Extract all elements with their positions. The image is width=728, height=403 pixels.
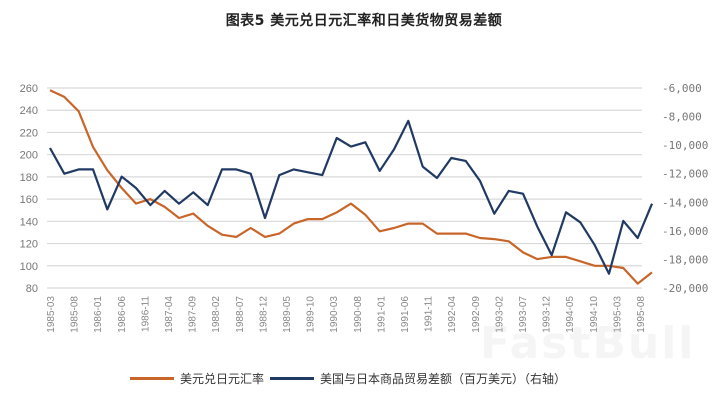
x-tick-label: 1985-08 [70, 296, 81, 333]
grid-lines [47, 87, 642, 289]
y-tick-label: 140 [20, 216, 38, 228]
left-y-axis: 260 240 220 200 180 160 140 120 100 80 [20, 83, 38, 295]
legend-label: 美元兑日元汇率 [180, 372, 265, 386]
y-tick-label: 260 [20, 83, 38, 95]
x-tick-label: 1985-03 [46, 296, 57, 333]
x-tick-label: 1989-10 [306, 296, 317, 333]
y-tick-label: 220 [20, 127, 38, 139]
x-tick-label: 1988-12 [258, 296, 269, 333]
y2-tick-label: -18,000 [662, 253, 708, 266]
y2-tick-label: -10,000 [662, 139, 708, 152]
y2-tick-label: -8,000 [662, 111, 702, 124]
x-tick-label: 1993-07 [518, 296, 529, 333]
x-tick-label: 1994-10 [589, 296, 600, 333]
y2-tick-label: -20,000 [662, 282, 708, 295]
y-tick-label: 80 [26, 283, 38, 295]
x-tick-label: 1992-04 [447, 296, 458, 333]
legend: 美元兑日元汇率 美国与日本商品贸易差额（百万美元）（右轴） [130, 370, 572, 387]
x-tick-label: 1994-05 [565, 296, 576, 333]
watermark: FastBull [480, 318, 696, 369]
y-tick-label: 180 [20, 172, 38, 184]
x-tick-label: 1989-05 [282, 296, 293, 333]
x-tick-label: 1991-01 [376, 296, 387, 333]
trade-balance-line [49, 119, 654, 275]
x-tick-label: 1987-04 [164, 296, 175, 333]
x-tick-label: 1986-06 [117, 296, 128, 333]
x-tick-label: 1995-08 [636, 296, 647, 333]
x-tick-label: 1993-12 [542, 296, 553, 333]
x-tick-label: 1993-02 [494, 296, 505, 333]
x-tick-label: 1990-08 [353, 296, 364, 333]
x-tick-label: 1986-01 [93, 296, 104, 333]
legend-item-trade-balance: 美国与日本商品贸易差额（百万美元）（右轴） [270, 370, 566, 387]
x-tick-label: 1988-07 [235, 296, 246, 333]
chart-title: 图表5 美元兑日元汇率和日美货物贸易差额 [225, 13, 503, 29]
y-tick-label: 200 [20, 150, 38, 162]
y-tick-label: 100 [20, 261, 38, 273]
exchange-rate-line [49, 89, 653, 285]
x-tick-label: 1987-09 [188, 296, 199, 333]
x-tick-label: 1991-06 [400, 296, 411, 333]
x-tick-label: 1992-09 [471, 296, 482, 333]
y-tick-label: 160 [20, 194, 38, 206]
y2-tick-label: -6,000 [662, 82, 702, 95]
legend-swatch-navy [270, 377, 315, 380]
legend-label: 美国与日本商品贸易差额（百万美元）（右轴） [320, 372, 567, 386]
x-tick-label: 1988-02 [211, 296, 222, 333]
y2-tick-label: -16,000 [662, 225, 708, 238]
x-tick-label: 1995-03 [612, 296, 623, 333]
y-tick-label: 240 [20, 105, 38, 117]
x-tick-label: 1986-11 [140, 296, 151, 332]
legend-swatch-orange [130, 377, 174, 380]
y2-tick-label: -12,000 [662, 168, 708, 181]
legend-item-exchange-rate: 美元兑日元汇率 [130, 370, 264, 387]
y2-tick-label: -14,000 [662, 196, 708, 209]
x-tick-label: 1991-11 [424, 296, 435, 332]
x-tick-label: 1990-03 [329, 296, 340, 333]
right-y-axis: -6,000 -8,000 -10,000 -12,000 -14,000 -16,000… [662, 82, 708, 295]
x-axis: 1985-03 1985-08 1986-01 1986-06 1986-11 1987-… [46, 296, 647, 333]
y-tick-label: 120 [20, 239, 38, 251]
